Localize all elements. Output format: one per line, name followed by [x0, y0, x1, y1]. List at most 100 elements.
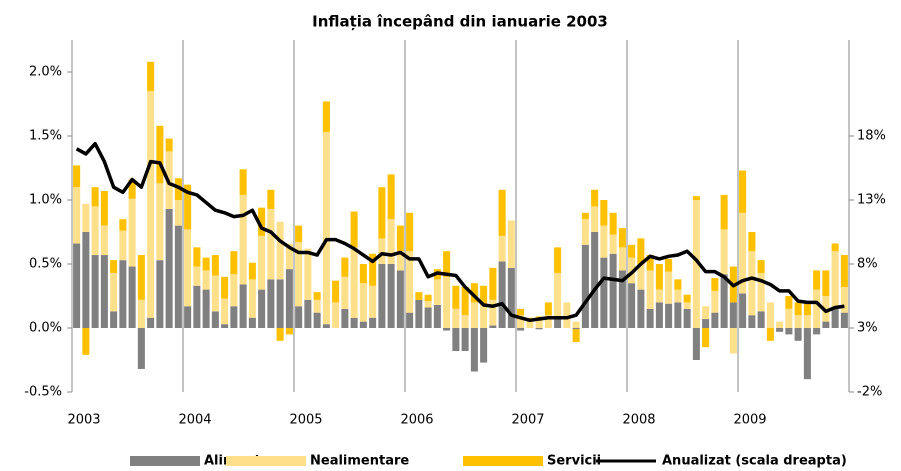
bar	[702, 306, 710, 320]
bar	[156, 125, 164, 184]
bar	[100, 225, 108, 256]
bar	[276, 328, 284, 341]
bar	[535, 320, 543, 328]
bar	[221, 324, 229, 328]
bar	[692, 196, 700, 200]
bar	[517, 328, 525, 331]
bar	[230, 274, 238, 307]
bar	[396, 251, 404, 271]
bar	[137, 299, 145, 328]
bar	[572, 328, 580, 330]
bar	[193, 285, 201, 328]
bar	[711, 290, 719, 313]
bar	[332, 302, 340, 328]
bar	[110, 260, 118, 273]
bar	[73, 243, 81, 328]
bar	[637, 264, 645, 290]
bar	[628, 283, 636, 328]
bar	[415, 299, 423, 328]
bar	[276, 221, 284, 280]
bar	[239, 169, 247, 195]
bar	[544, 315, 552, 328]
bar	[295, 306, 303, 328]
bar	[184, 306, 192, 328]
bar	[156, 183, 164, 261]
bar	[618, 228, 626, 248]
bar	[655, 289, 663, 303]
bar	[119, 260, 127, 328]
bar	[554, 247, 562, 273]
bar	[498, 261, 506, 328]
bar	[100, 191, 108, 226]
legend-label: Servicii	[547, 454, 601, 469]
bar	[378, 264, 386, 328]
bar	[729, 328, 737, 354]
bar	[230, 251, 238, 275]
y-tick-label: -0.5%	[24, 385, 62, 400]
bar	[554, 317, 562, 328]
bar	[350, 211, 358, 248]
bar	[304, 248, 312, 300]
bar	[285, 269, 293, 328]
bar	[840, 312, 848, 328]
bar	[609, 253, 617, 328]
bar	[91, 187, 99, 207]
bar	[73, 165, 81, 188]
bar	[165, 208, 173, 328]
bar	[840, 287, 848, 313]
bar	[748, 251, 756, 316]
bar	[128, 198, 136, 267]
bar	[489, 325, 497, 328]
bar	[646, 308, 654, 328]
bar	[554, 272, 562, 318]
bar	[119, 230, 127, 261]
bar	[526, 321, 534, 328]
bar	[461, 315, 469, 328]
bar	[313, 312, 321, 328]
bar	[285, 328, 293, 335]
bar	[165, 138, 173, 152]
bar	[443, 276, 451, 328]
bar	[600, 257, 608, 328]
legend-label: Nealimentare	[310, 454, 409, 469]
bar	[683, 302, 691, 309]
line	[75, 141, 845, 323]
bar	[248, 262, 256, 280]
bar	[507, 267, 515, 328]
bar	[91, 255, 99, 328]
bar	[211, 275, 219, 312]
bar	[295, 225, 303, 243]
bar	[202, 270, 210, 290]
bar	[82, 232, 90, 328]
bar	[618, 270, 626, 328]
bar	[831, 251, 839, 309]
bar	[137, 328, 145, 369]
bar	[332, 280, 340, 303]
y2-tick-label: 8%	[857, 257, 878, 272]
bar	[350, 247, 358, 318]
bar	[147, 61, 155, 92]
bar	[748, 315, 756, 328]
bar	[137, 255, 145, 300]
bar	[498, 235, 506, 262]
bar	[452, 285, 460, 309]
bar	[73, 187, 81, 244]
bar	[387, 174, 395, 220]
bar	[470, 328, 478, 372]
bar	[831, 308, 839, 328]
bar	[211, 255, 219, 276]
legend-swatch	[463, 456, 543, 466]
bar	[443, 251, 451, 277]
bar	[822, 321, 830, 328]
bar	[276, 279, 284, 328]
chart-title: Inflația începând din ianuarie 2003	[312, 13, 608, 31]
legend-swatch	[226, 456, 306, 466]
bar	[452, 328, 460, 352]
bar	[461, 328, 469, 352]
bar	[480, 328, 488, 363]
bar	[785, 296, 793, 309]
x-tick-label: 2005	[289, 413, 322, 428]
bar	[359, 264, 367, 284]
bar	[174, 225, 182, 328]
bar	[840, 255, 848, 288]
